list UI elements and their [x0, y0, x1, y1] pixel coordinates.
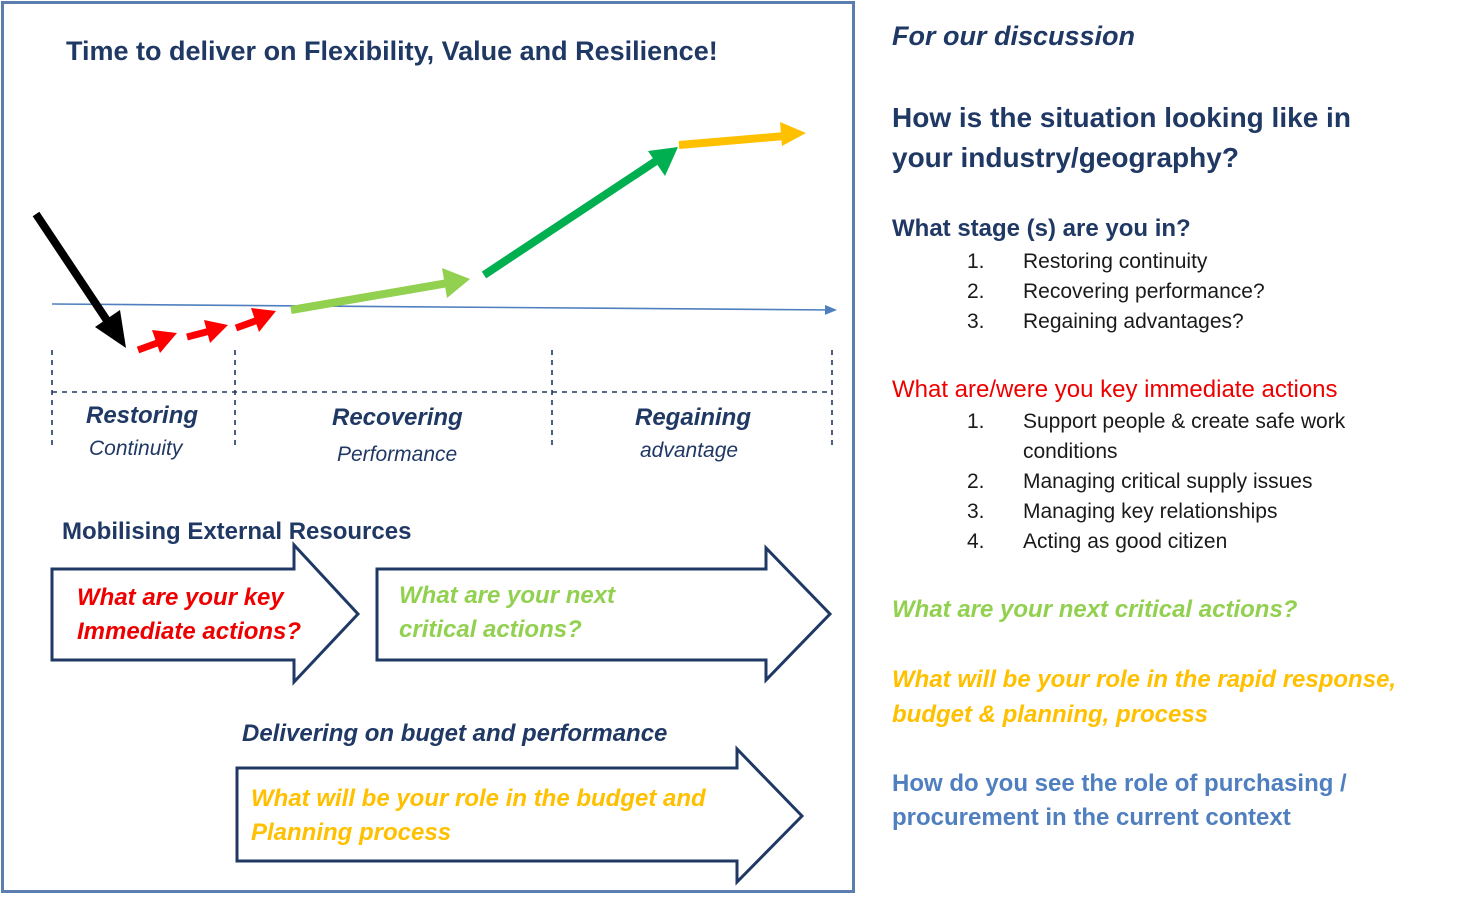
discussion-intro: For our discussion: [892, 21, 1136, 51]
budget-planning-text: What will be your role in the budget and…: [251, 785, 706, 846]
list-item: 2. Recovering performance?: [967, 280, 1265, 303]
situation-question: How is the situation looking like in you…: [892, 102, 1351, 173]
immediate-actions-list: 1. Support people & create safe work condi…: [892, 407, 1423, 557]
advantage-arrow: [678, 122, 806, 149]
recovering-arrow: [290, 268, 470, 314]
list-item: 2. Managing critical supply issues: [967, 470, 1313, 493]
recovery-curve-graphic: [32, 122, 837, 886]
list-item: 1. Support people & create safe work condi…: [967, 410, 1346, 463]
immediate-actions-heading: What are/were you key immediate actions: [892, 376, 1338, 403]
procurement-question: How do you see the role of purchasing / …: [892, 770, 1347, 831]
stage-question-heading: What stage (s) are you in?: [892, 215, 1191, 242]
role-question: What will be your role in the rapid resp…: [892, 666, 1397, 728]
next-actions-text: What are your next critical actions?: [399, 582, 616, 643]
stage-regaining-subtitle: advantage: [640, 439, 739, 462]
list-item: 4. Acting as good citizen: [967, 530, 1228, 553]
stage-restoring-name: Restoring: [86, 402, 199, 429]
stage-regaining-name: Regaining: [635, 404, 752, 431]
list-item: 1. Restoring continuity: [967, 250, 1208, 273]
stage-dividers: [51, 350, 833, 445]
next-actions-block-arrow: [375, 544, 833, 684]
diagram-panel: [1, 1, 855, 893]
decline-arrow: [32, 211, 126, 348]
restoring-arrows: [136, 308, 276, 354]
mobilising-title: Mobilising External Resources: [62, 518, 412, 545]
delivering-title: Delivering on buget and performance: [242, 720, 668, 747]
regaining-arrow: [481, 147, 678, 279]
stage-restoring-subtitle: Continuity: [89, 437, 183, 460]
list-item: 3. Regaining advantages?: [967, 310, 1244, 333]
stage-question-list: 1. Restoring continuity 2. Recovering perf…: [892, 247, 1423, 337]
immediate-actions-text: What are your key Immediate actions?: [77, 584, 302, 645]
budget-block-arrow: [235, 745, 805, 886]
list-item: 3. Managing key relationships: [967, 500, 1278, 523]
diagram-title: Time to deliver on Flexibility, Value an…: [66, 36, 718, 66]
stage-recovering-subtitle: Performance: [337, 443, 458, 466]
stage-recovering-name: Recovering: [332, 404, 463, 431]
next-actions-question: What are your next critical actions?: [892, 596, 1298, 623]
timeline-axis: [51, 303, 837, 315]
immediate-actions-block-arrow: [50, 541, 361, 686]
